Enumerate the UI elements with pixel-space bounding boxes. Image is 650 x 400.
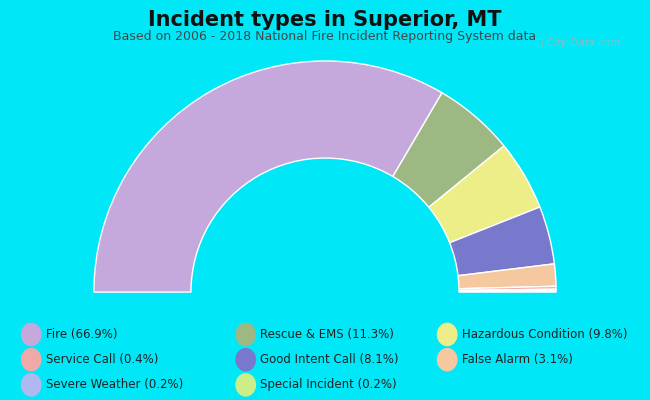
Text: Severe Weather (0.2%): Severe Weather (0.2%) <box>46 378 183 391</box>
Wedge shape <box>450 207 554 276</box>
Ellipse shape <box>235 323 256 346</box>
Wedge shape <box>458 264 556 289</box>
Text: Special Incident (0.2%): Special Incident (0.2%) <box>260 378 396 391</box>
Ellipse shape <box>21 373 42 397</box>
Ellipse shape <box>21 323 42 346</box>
Ellipse shape <box>235 348 256 372</box>
Ellipse shape <box>437 348 458 372</box>
Text: Service Call (0.4%): Service Call (0.4%) <box>46 353 158 366</box>
Text: Based on 2006 - 2018 National Fire Incident Reporting System data: Based on 2006 - 2018 National Fire Incid… <box>114 30 536 43</box>
Ellipse shape <box>235 373 256 397</box>
Wedge shape <box>429 146 540 243</box>
Wedge shape <box>459 286 556 290</box>
Wedge shape <box>459 289 556 291</box>
Wedge shape <box>393 93 504 207</box>
Text: Fire (66.9%): Fire (66.9%) <box>46 328 117 341</box>
Text: Good Intent Call (8.1%): Good Intent Call (8.1%) <box>260 353 398 366</box>
Ellipse shape <box>437 323 458 346</box>
Text: Incident types in Superior, MT: Incident types in Superior, MT <box>148 10 502 30</box>
Text: Rescue & EMS (11.3%): Rescue & EMS (11.3%) <box>260 328 394 341</box>
Text: False Alarm (3.1%): False Alarm (3.1%) <box>462 353 573 366</box>
Ellipse shape <box>21 348 42 372</box>
Text: ⓘ City-Data.com: ⓘ City-Data.com <box>537 38 621 48</box>
Wedge shape <box>459 291 556 292</box>
Wedge shape <box>94 61 442 292</box>
Text: Hazardous Condition (9.8%): Hazardous Condition (9.8%) <box>462 328 627 341</box>
